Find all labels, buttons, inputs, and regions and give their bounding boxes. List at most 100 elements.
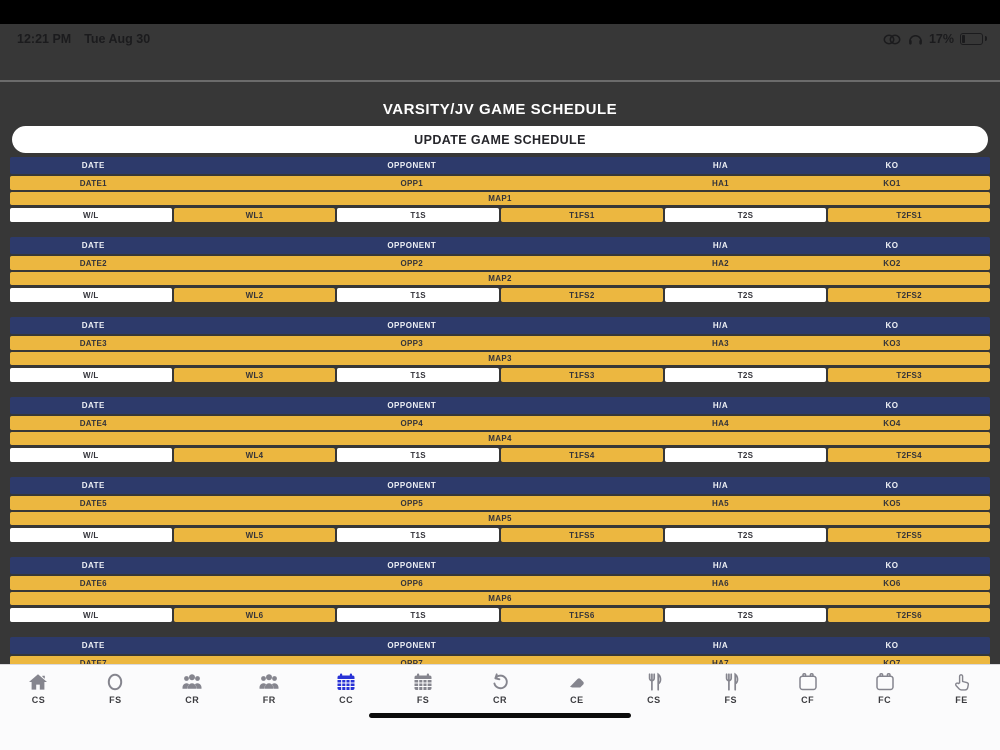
t1fs-value[interactable]: T1FS4: [501, 448, 663, 462]
toolbar-item-cf-calendar-outline[interactable]: CF: [769, 665, 846, 750]
opponent-value[interactable]: OPP1: [400, 178, 424, 188]
wl-value[interactable]: WL1: [173, 208, 336, 222]
battery-percent: 17%: [928, 32, 954, 46]
battery-fill: [962, 35, 965, 43]
ha-value[interactable]: HA6: [712, 578, 729, 588]
date-value[interactable]: DATE1: [79, 178, 107, 188]
toolbar-item-label: FS: [724, 695, 738, 705]
score-row: W/L WL6 T1S T1FS6 T2S T2FS6: [10, 608, 990, 622]
wl-value[interactable]: WL4: [173, 448, 336, 462]
opponent-value[interactable]: OPP4: [400, 418, 424, 428]
t2s-label: T2S: [664, 528, 827, 542]
t1fs-value[interactable]: T1FS2: [501, 288, 663, 302]
date-value[interactable]: DATE2: [79, 258, 107, 268]
opponent-value[interactable]: OPP2: [400, 258, 424, 268]
game-block-1: DATE OPPONENT H/A KO DATE1 OPP1 HA1 KO1 …: [10, 157, 990, 222]
opponent-value[interactable]: OPP3: [400, 338, 424, 348]
toolbar-item-cr-people[interactable]: CR: [154, 665, 231, 750]
opponent-value[interactable]: OPP6: [400, 578, 424, 588]
ko-value[interactable]: KO6: [883, 578, 901, 588]
toolbar-item-cs-home[interactable]: CS: [0, 665, 77, 750]
t2fs-value[interactable]: T2FS1: [828, 208, 990, 222]
ko-value[interactable]: KO7: [883, 658, 901, 668]
wl-value[interactable]: WL3: [173, 368, 336, 382]
headphones-icon: [908, 32, 923, 46]
page-title: VARSITY/JV GAME SCHEDULE: [382, 101, 618, 118]
map-value[interactable]: MAP6: [10, 592, 990, 605]
map-value[interactable]: MAP2: [10, 272, 990, 285]
opponent-value[interactable]: OPP5: [400, 498, 424, 508]
schedule-header-row: DATE OPPONENT H/A KO: [10, 477, 990, 494]
top-black-bar: [0, 0, 1000, 24]
map-value[interactable]: MAP5: [10, 512, 990, 525]
ha-value[interactable]: HA2: [712, 258, 729, 268]
date-value[interactable]: DATE6: [79, 578, 107, 588]
t1s-label: T1S: [337, 528, 499, 542]
ko-value[interactable]: KO3: [883, 338, 901, 348]
wl-value[interactable]: WL5: [173, 528, 336, 542]
wl-label: W/L: [10, 528, 172, 542]
ha-value[interactable]: HA5: [712, 498, 729, 508]
t2fs-value[interactable]: T2FS3: [828, 368, 990, 382]
status-right: 17%: [882, 32, 987, 46]
toolbar-item-fs-circle[interactable]: FS: [77, 665, 154, 750]
status-time: 12:21 PM: [17, 32, 72, 46]
t1s-label: T1S: [337, 448, 499, 462]
date-value[interactable]: DATE5: [79, 498, 107, 508]
ko-value[interactable]: KO4: [883, 418, 901, 428]
game-values-row: DATE5 OPP5 HA5 KO5: [10, 496, 990, 510]
ha-value[interactable]: HA7: [712, 658, 729, 668]
wl-value[interactable]: WL6: [173, 608, 336, 622]
toolbar-item-fs-calendar[interactable]: FS: [385, 665, 462, 750]
ko-value[interactable]: KO5: [883, 498, 901, 508]
toolbar-items: CS FS CR FR CC FS CR CE: [0, 665, 1000, 750]
battery-icon: [960, 33, 987, 45]
date-value[interactable]: DATE4: [79, 418, 107, 428]
ko-value[interactable]: KO2: [883, 258, 901, 268]
col-header-ha: H/A: [712, 161, 729, 170]
calendar-grid-icon: [412, 672, 434, 692]
status-date: Tue Aug 30: [84, 32, 151, 46]
t1fs-value[interactable]: T1FS3: [501, 368, 663, 382]
toolbar-item-fs-utensils[interactable]: FS: [692, 665, 769, 750]
date-value[interactable]: DATE7: [79, 658, 107, 668]
game-values-row: DATE4 OPP4 HA4 KO4: [10, 416, 990, 430]
wl-value[interactable]: WL2: [173, 288, 336, 302]
col-header-opponent: OPPONENT: [387, 241, 437, 250]
opponent-value[interactable]: OPP7: [400, 658, 424, 668]
t2fs-value[interactable]: T2FS6: [828, 608, 990, 622]
toolbar-item-fe-hand[interactable]: FE: [923, 665, 1000, 750]
toolbar-item-cr-undo[interactable]: CR: [462, 665, 539, 750]
ha-value[interactable]: HA3: [712, 338, 729, 348]
game-values-row: DATE2 OPP2 HA2 KO2: [10, 256, 990, 270]
toolbar-item-fr-people[interactable]: FR: [231, 665, 308, 750]
date-value[interactable]: DATE3: [79, 338, 107, 348]
t1s-label: T1S: [337, 288, 499, 302]
t1fs-value[interactable]: T1FS5: [501, 528, 663, 542]
home-indicator[interactable]: [369, 713, 631, 718]
ha-value[interactable]: HA4: [712, 418, 729, 428]
map-value[interactable]: MAP1: [10, 192, 990, 205]
toolbar-item-cc-calendar-selected[interactable]: CC: [308, 665, 385, 750]
toolbar-item-cs-utensils[interactable]: CS: [615, 665, 692, 750]
t2fs-value[interactable]: T2FS4: [828, 448, 990, 462]
col-header-ha: H/A: [712, 481, 729, 490]
map-value[interactable]: MAP4: [10, 432, 990, 445]
t1s-label: T1S: [337, 608, 499, 622]
ha-value[interactable]: HA1: [712, 178, 729, 188]
map-value[interactable]: MAP3: [10, 352, 990, 365]
score-row: W/L WL1 T1S T1FS1 T2S T2FS1: [10, 208, 990, 222]
toolbar-item-fc-calendar-outline[interactable]: FC: [846, 665, 923, 750]
ko-value[interactable]: KO1: [883, 178, 901, 188]
update-game-schedule-button[interactable]: UPDATE GAME SCHEDULE: [12, 126, 988, 153]
t1fs-value[interactable]: T1FS1: [501, 208, 663, 222]
toolbar-item-ce-eraser[interactable]: CE: [538, 665, 615, 750]
toolbar-item-label: FS: [109, 695, 122, 705]
t2fs-value[interactable]: T2FS5: [828, 528, 990, 542]
t2fs-value[interactable]: T2FS2: [828, 288, 990, 302]
hand-pointer-icon: [951, 672, 973, 692]
t1fs-value[interactable]: T1FS6: [501, 608, 663, 622]
utensils-icon: [720, 672, 742, 692]
t2s-label: T2S: [664, 208, 827, 222]
wl-label: W/L: [10, 448, 172, 462]
